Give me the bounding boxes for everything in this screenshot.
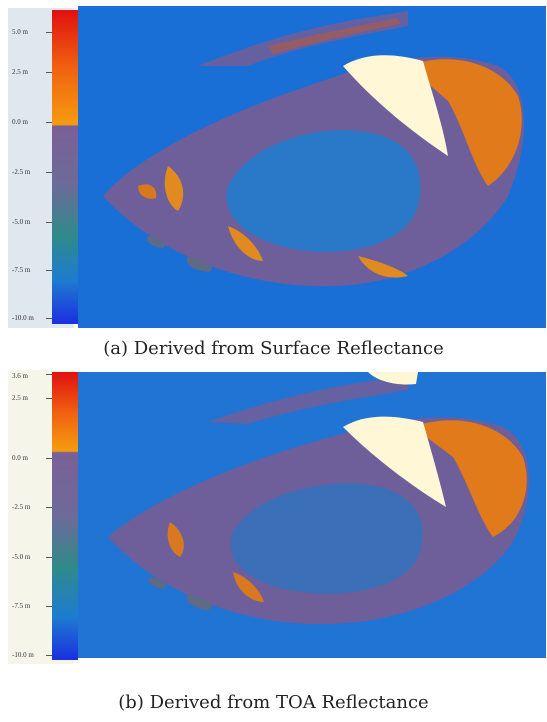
caption-a: (a) Derived from Surface Reflectance [103, 338, 444, 359]
bathymetry-map-a [78, 6, 546, 328]
legend-tick-label: -7.5 m [12, 602, 31, 610]
legend-tick-label: 2.5 m [12, 68, 28, 76]
colorbar-b [52, 372, 78, 660]
panel-b: 3.6 m 2.5 m 0.0 m -2.5 m -5.0 m -7.5 m -… [0, 364, 547, 713]
legend-tick-label: -7.5 m [12, 266, 31, 274]
legend-tick-label: 2.5 m [12, 394, 28, 402]
colorbar-a [52, 10, 78, 324]
legend-tick-label: -10.0 m [12, 651, 34, 659]
legend-tick-label: 3.6 m [12, 372, 28, 380]
legend-tick-label: 0.0 m [12, 118, 28, 126]
legend-tick-label: -2.5 m [12, 168, 31, 176]
colorbar-legend-a: 5.0 m 2.5 m 0.0 m -2.5 m -5.0 m -7.5 m -… [8, 8, 78, 328]
caption-b: (b) Derived from TOA Reflectance [118, 692, 429, 713]
legend-tick-label: 5.0 m [12, 28, 28, 36]
legend-tick-label: -2.5 m [12, 503, 31, 511]
panel-a: 5.0 m 2.5 m 0.0 m -2.5 m -5.0 m -7.5 m -… [0, 0, 547, 359]
bathymetry-map-b [78, 372, 546, 658]
legend-tick-label: -5.0 m [12, 553, 31, 561]
legend-tick-label: -10.0 m [12, 314, 34, 322]
legend-tick-label: 0.0 m [12, 454, 28, 462]
colorbar-legend-b: 3.6 m 2.5 m 0.0 m -2.5 m -5.0 m -7.5 m -… [8, 370, 78, 664]
legend-tick-label: -5.0 m [12, 218, 31, 226]
